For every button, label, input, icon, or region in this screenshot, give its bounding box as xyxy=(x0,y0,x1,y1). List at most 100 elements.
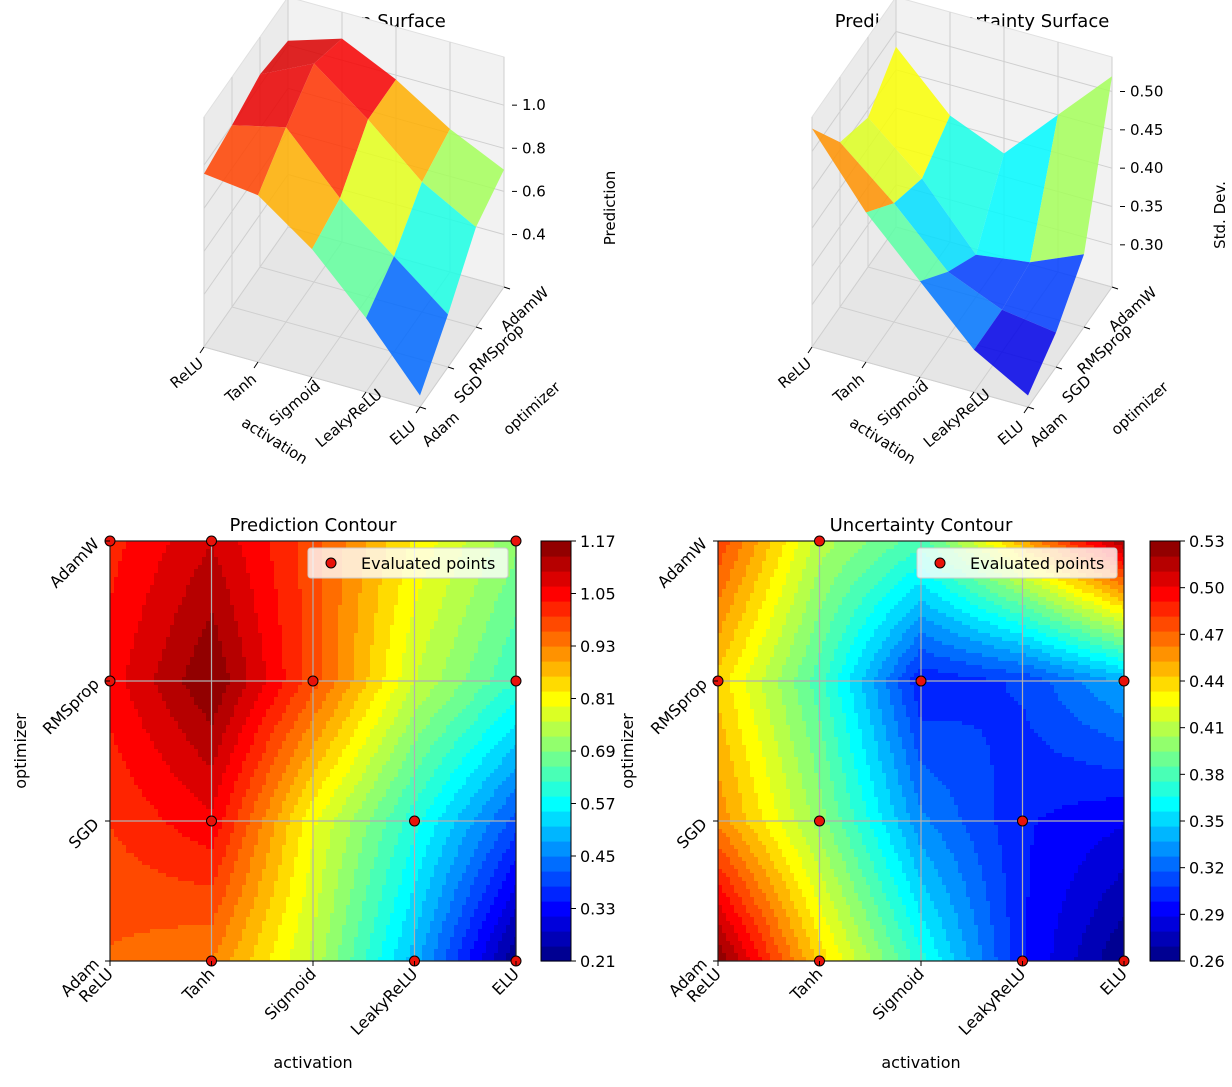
contour-cell xyxy=(266,669,271,674)
contour-cell xyxy=(406,681,411,686)
contour-cell xyxy=(446,641,451,646)
contour-cell xyxy=(354,689,359,694)
y-tick-label: Adam xyxy=(419,408,463,450)
contour-cell xyxy=(326,681,331,686)
contour-cell xyxy=(330,705,335,710)
contour-cell xyxy=(230,569,235,574)
contour-cell xyxy=(222,693,227,698)
contour-cell xyxy=(262,653,267,658)
contour-cell xyxy=(346,581,351,586)
contour-cell xyxy=(302,577,307,582)
contour-cell xyxy=(322,713,327,718)
contour-cell xyxy=(130,553,135,558)
contour-cell xyxy=(326,601,331,606)
contour-cell xyxy=(166,729,171,734)
contour-cell xyxy=(422,713,427,718)
contour-cell xyxy=(138,681,143,686)
contour-cell xyxy=(114,697,119,702)
contour-cell xyxy=(366,689,371,694)
contour-cell xyxy=(286,645,291,650)
contour-cell xyxy=(174,717,179,722)
contour-cell xyxy=(198,553,203,558)
contour-cell xyxy=(202,601,207,606)
contour-cell xyxy=(218,613,223,618)
contour-cell xyxy=(110,617,115,622)
contour-cell xyxy=(430,697,435,702)
contour-cell xyxy=(226,681,231,686)
contour-cell xyxy=(194,645,199,650)
contour-cell xyxy=(402,617,407,622)
contour-cell xyxy=(222,553,227,558)
contour-cell xyxy=(390,645,395,650)
contour-cell xyxy=(270,709,275,714)
contour-cell xyxy=(278,721,283,726)
contour-cell xyxy=(274,633,279,638)
contour-cell xyxy=(314,705,319,710)
contour-cell xyxy=(506,665,511,670)
contour-cell xyxy=(326,693,331,698)
contour-cell xyxy=(398,657,403,662)
contour-cell xyxy=(298,725,303,730)
contour-cell xyxy=(170,633,175,638)
contour-cell xyxy=(218,697,223,702)
contour-cell xyxy=(282,709,287,714)
contour-cell xyxy=(114,545,119,550)
contour-cell xyxy=(386,673,391,678)
contour-cell xyxy=(334,689,339,694)
contour-cell xyxy=(118,673,123,678)
contour-cell xyxy=(486,593,491,598)
contour-cell xyxy=(234,581,239,586)
contour-cell xyxy=(218,685,223,690)
contour-cell xyxy=(258,541,263,546)
contour-cell xyxy=(318,685,323,690)
contour-cell xyxy=(294,649,299,654)
contour-cell xyxy=(306,601,311,606)
contour-cell xyxy=(334,653,339,658)
contour-cell xyxy=(230,689,235,694)
contour-cell xyxy=(222,721,227,726)
contour-cell xyxy=(338,705,343,710)
contour-cell xyxy=(362,605,367,610)
contour-cell xyxy=(202,657,207,662)
contour-cell xyxy=(298,669,303,674)
contour-cell xyxy=(454,717,459,722)
contour-cell xyxy=(290,673,295,678)
contour-cell xyxy=(174,729,179,734)
contour-cell xyxy=(298,557,303,562)
contour-cell xyxy=(214,617,219,622)
contour-cell xyxy=(458,621,463,626)
contour-cell xyxy=(510,601,515,606)
contour-cell xyxy=(438,685,443,690)
contour-cell xyxy=(382,609,387,614)
contour-cell xyxy=(406,649,411,654)
contour-cell xyxy=(422,621,427,626)
contour-cell xyxy=(290,653,295,658)
contour-cell xyxy=(382,629,387,634)
contour-cell xyxy=(322,653,327,658)
contour-cell xyxy=(226,661,231,666)
contour-cell xyxy=(294,661,299,666)
contour-cell xyxy=(230,573,235,578)
contour-cell xyxy=(430,717,435,722)
contour-cell xyxy=(122,649,127,654)
contour-cell xyxy=(450,661,455,666)
contour-cell xyxy=(446,717,451,722)
contour-cell xyxy=(166,597,171,602)
contour-cell xyxy=(434,685,439,690)
contour-cell xyxy=(394,673,399,678)
contour-cell xyxy=(478,713,483,718)
contour-cell xyxy=(442,649,447,654)
contour-cell xyxy=(374,725,379,730)
contour-cell xyxy=(170,713,175,718)
contour-cell xyxy=(446,605,451,610)
contour-cell xyxy=(370,689,375,694)
contour-cell xyxy=(110,665,115,670)
contour-cell xyxy=(510,593,515,598)
contour-cell xyxy=(366,673,371,678)
contour-cell xyxy=(170,673,175,678)
contour-cell xyxy=(122,569,127,574)
contour-cell xyxy=(386,653,391,658)
contour-cell xyxy=(326,701,331,706)
contour-cell xyxy=(158,713,163,718)
contour-cell xyxy=(510,649,515,654)
